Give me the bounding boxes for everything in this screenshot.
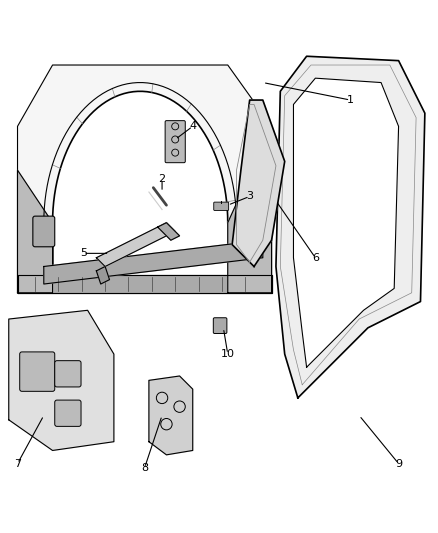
FancyBboxPatch shape xyxy=(33,216,55,247)
Polygon shape xyxy=(96,223,175,266)
Polygon shape xyxy=(158,223,180,240)
Text: 8: 8 xyxy=(141,463,148,473)
Polygon shape xyxy=(149,376,193,455)
Polygon shape xyxy=(18,65,272,293)
Text: 7: 7 xyxy=(14,458,21,469)
Text: 6: 6 xyxy=(312,253,319,263)
Polygon shape xyxy=(53,91,228,293)
Polygon shape xyxy=(18,170,53,293)
Polygon shape xyxy=(44,240,263,284)
Polygon shape xyxy=(9,310,114,450)
Polygon shape xyxy=(18,275,272,293)
Text: 10: 10 xyxy=(221,349,235,359)
Polygon shape xyxy=(96,266,110,284)
FancyBboxPatch shape xyxy=(213,318,227,334)
Text: 1: 1 xyxy=(347,95,354,105)
Text: 9: 9 xyxy=(395,458,402,469)
FancyBboxPatch shape xyxy=(55,400,81,426)
Text: 5: 5 xyxy=(80,248,87,259)
Text: 4: 4 xyxy=(189,122,196,131)
Text: 2: 2 xyxy=(159,174,166,184)
Text: 3: 3 xyxy=(246,191,253,201)
FancyBboxPatch shape xyxy=(165,120,185,163)
Polygon shape xyxy=(276,56,425,398)
Polygon shape xyxy=(232,100,285,266)
FancyBboxPatch shape xyxy=(214,202,229,211)
Polygon shape xyxy=(228,126,272,293)
FancyBboxPatch shape xyxy=(55,361,81,387)
FancyBboxPatch shape xyxy=(20,352,55,391)
Polygon shape xyxy=(293,78,399,367)
